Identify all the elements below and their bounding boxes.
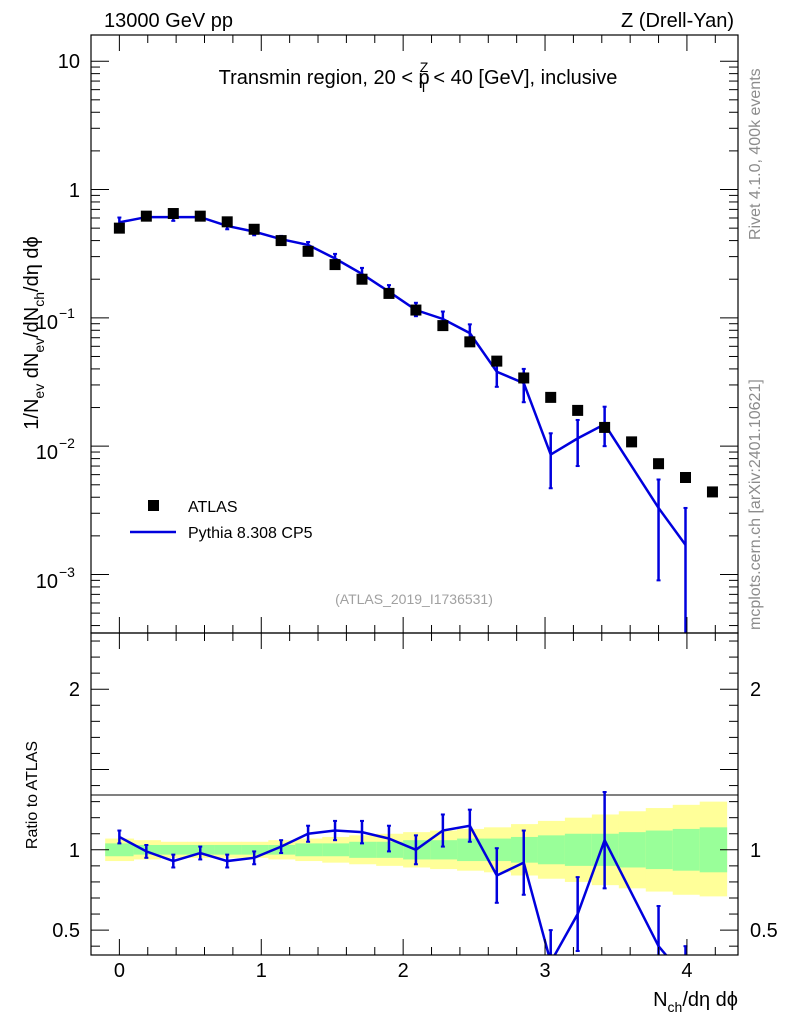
atlas-marker xyxy=(599,421,611,433)
atlas-marker xyxy=(680,471,692,483)
header-right: Z (Drell-Yan) xyxy=(621,10,734,32)
ratio-ytick-label-right: 2 xyxy=(750,679,761,701)
atlas-marker xyxy=(167,208,179,220)
xtick-label: 2 xyxy=(398,960,409,982)
chart-title: Transmin region, 20 < pZ T < 40 [GeV], in… xyxy=(219,59,618,95)
ratio-y-label: Ratio to ATLAS xyxy=(24,741,41,849)
atlas-marker xyxy=(302,245,314,257)
atlas-marker xyxy=(113,222,125,234)
side-text-mcplots: mcplots.cern.ch [arXiv:2401.10621] xyxy=(747,379,764,630)
ratio-ytick-label-right: 1 xyxy=(750,840,761,862)
legend-pythia-label: Pythia 8.308 CP5 xyxy=(188,525,313,542)
ratio-ytick-label: 2 xyxy=(69,679,80,701)
ytick-exp-0.001: −3 xyxy=(59,564,75,580)
ratio-band-green xyxy=(322,843,350,857)
atlas-marker xyxy=(356,273,368,285)
atlas-marker xyxy=(518,372,530,384)
ratio-band-green xyxy=(430,840,458,860)
x-axis-label: Nch/dη dϕ xyxy=(653,989,738,1015)
ratio-series-layer xyxy=(117,790,688,955)
atlas-marker xyxy=(248,223,260,235)
atlas-marker xyxy=(383,287,395,299)
ratio-band-green xyxy=(645,830,674,870)
ytick-label-0.1: 10 xyxy=(36,312,58,334)
xtick-labels: 0 1 2 3 4 xyxy=(114,960,693,982)
ratio-ytick-label: 0.5 xyxy=(52,920,80,942)
main-frame xyxy=(90,34,739,634)
atlas-marker xyxy=(491,355,503,367)
xtick-label: 4 xyxy=(681,960,692,982)
ratio-frame xyxy=(90,632,739,956)
atlas-marker xyxy=(410,304,422,316)
xtick-label: 1 xyxy=(256,960,267,982)
pythia-line xyxy=(119,215,687,546)
axis-ticks xyxy=(90,35,738,955)
atlas-marker xyxy=(221,216,233,228)
ratio-band-green xyxy=(537,835,566,865)
atlas-marker xyxy=(626,436,638,448)
ytick-label-0.01: 10 xyxy=(36,442,58,464)
ratio-ytick-label-right: 0.5 xyxy=(750,920,778,942)
ratio-band-green xyxy=(105,843,135,857)
ratio-band-green xyxy=(214,844,242,855)
xtick-label: 0 xyxy=(114,960,125,982)
atlas-marker xyxy=(706,486,718,498)
ratio-band-green xyxy=(160,844,188,855)
atlas-marker xyxy=(653,458,665,470)
side-text-rivet: Rivet 4.1.0, 400k events xyxy=(747,68,764,240)
legend-atlas-marker xyxy=(148,500,159,511)
xtick-label: 3 xyxy=(539,960,550,982)
analysis-tag: (ATLAS_2019_I1736531) xyxy=(335,591,493,607)
ratio-band-green xyxy=(618,832,647,868)
ytick-label-10: 10 xyxy=(58,51,80,73)
header-left: 13000 GeV pp xyxy=(104,10,233,32)
ytick-label-0.001: 10 xyxy=(36,571,58,593)
atlas-marker xyxy=(572,404,584,416)
ratio-band-green xyxy=(564,833,593,866)
atlas-marker xyxy=(464,336,476,348)
ratio-ytick-labels: 0.5 0.5 1 1 2 2 xyxy=(52,679,778,942)
atlas-marker xyxy=(437,320,449,332)
ratio-ytick-label: 1 xyxy=(69,840,80,862)
ytick-exp-0.01: −2 xyxy=(59,435,75,451)
atlas-marker xyxy=(329,259,341,271)
main-series-layer xyxy=(113,208,718,633)
atlas-marker xyxy=(545,391,557,403)
main-y-label: 1/Nev dNev/dNch/dη dϕ xyxy=(21,236,47,429)
ratio-band-green xyxy=(295,843,323,857)
atlas-marker xyxy=(275,235,287,247)
legend-atlas-label: ATLAS xyxy=(188,499,238,516)
ratio-band-green xyxy=(672,828,701,871)
ratio-band-green xyxy=(349,841,377,858)
ytick-label-1: 1 xyxy=(69,180,80,202)
atlas-marker xyxy=(194,210,206,222)
ratio-band-green xyxy=(457,838,485,862)
atlas-marker xyxy=(140,210,152,222)
ratio-band-green xyxy=(241,844,269,855)
ytick-exp-0.1: −1 xyxy=(59,305,75,321)
